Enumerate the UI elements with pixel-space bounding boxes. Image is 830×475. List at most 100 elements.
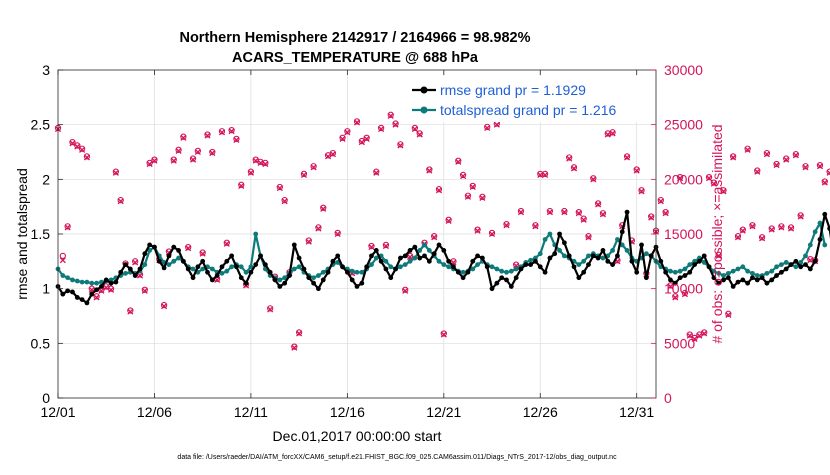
rmse-point [132, 273, 138, 278]
totalspread-point [783, 260, 789, 265]
obs-possible-point [112, 168, 120, 175]
rmse-point [451, 264, 456, 270]
obs-assimilated-point [546, 209, 553, 216]
obs-assimilated-point [204, 132, 211, 139]
totalspread-point [398, 264, 403, 270]
y-tick-label-right: 0 [664, 390, 672, 406]
rmse-point [561, 240, 567, 246]
obs-assimilated-point [83, 154, 90, 161]
x-tick-label: 12/01 [40, 404, 75, 420]
rmse-point [272, 277, 278, 283]
rmse-point [754, 277, 760, 283]
rmse-point [764, 280, 770, 286]
obs-possible-point [382, 241, 390, 249]
totalspread-point [745, 268, 751, 274]
rmse-point [682, 273, 688, 278]
rmse-point [600, 248, 606, 253]
x-tick-label: 12/21 [426, 404, 461, 420]
rmse-point [152, 244, 157, 250]
rmse-point [200, 258, 206, 264]
rmse-point [504, 277, 509, 283]
rmse-point [697, 258, 702, 264]
rmse-point [316, 286, 321, 292]
totalspread-point [677, 268, 683, 274]
rmse-point [205, 269, 210, 275]
obs-assimilated-point [802, 164, 809, 171]
rmse-point [84, 300, 90, 306]
obs-assimilated-point [329, 151, 336, 158]
totalspread-point [494, 266, 500, 272]
obs-possible-point [305, 237, 312, 244]
obs-possible-point [160, 301, 168, 309]
obs-assimilated-point [151, 157, 158, 164]
rmse-point [253, 262, 259, 268]
rmse-point [759, 275, 765, 281]
rmse-point [147, 242, 153, 248]
obs-assimilated-point [672, 294, 679, 301]
y-axis-label-left: rmse and totalspread [14, 168, 30, 300]
obs-possible-point [599, 210, 607, 217]
obs-possible-point [585, 233, 592, 240]
obs-possible-point [517, 207, 525, 215]
totalspread-point [412, 255, 418, 261]
rmse-point [142, 251, 148, 257]
rmse-point [552, 251, 558, 257]
rmse-point [711, 275, 717, 281]
obs-assimilated-point [715, 252, 722, 259]
obs-possible-point [363, 134, 370, 141]
totalspread-point [369, 262, 374, 268]
totalspread-point [730, 268, 736, 274]
obs-possible-point [59, 252, 66, 260]
obs-possible-point [291, 343, 298, 350]
totalspread-point [475, 262, 480, 268]
rmse-point [190, 275, 196, 281]
totalspread-point [750, 270, 755, 276]
obs-assimilated-point [474, 227, 481, 234]
totalspread-point [822, 242, 828, 248]
totalspread-point [84, 279, 90, 285]
obs-assimilated-point [638, 188, 645, 195]
totalspread-point [166, 262, 172, 268]
obs-possible-point [638, 187, 645, 194]
rmse-point [407, 248, 413, 253]
totalspread-point [354, 269, 360, 275]
totalspread-point [668, 268, 673, 274]
obs-assimilated-point [624, 154, 631, 161]
obs-possible-point [440, 330, 447, 337]
totalspread-point [778, 262, 784, 268]
rmse-point [479, 255, 485, 261]
obs-assimilated-point [74, 143, 81, 150]
obs-assimilated-point [648, 214, 655, 221]
totalspread-point [803, 253, 808, 259]
obs-possible-point [758, 234, 766, 241]
obs-assimilated-point [79, 146, 86, 153]
obs-assimilated-point [686, 332, 693, 339]
obs-possible-point [180, 133, 187, 140]
obs-possible-point [464, 192, 472, 199]
rmse-point [311, 280, 316, 286]
obs-assimilated-point [542, 171, 549, 179]
totalspread-point [74, 278, 80, 284]
obs-possible-point [763, 149, 771, 157]
rmse-point [422, 253, 427, 259]
rmse-point [320, 277, 326, 283]
obs-assimilated-point [238, 182, 245, 189]
obs-possible-point [787, 224, 795, 231]
totalspread-point [436, 258, 442, 264]
x-tick-label: 12/11 [234, 404, 268, 420]
y-tick-label-right: 25000 [664, 117, 703, 133]
axis-ticks: 12/01 12/06 12/11 12/16 12/21 12/26 12/31 0 0.5 1… [31, 62, 704, 420]
totalspread-point [176, 255, 181, 261]
rmse-point [301, 266, 307, 272]
obs-possible-point [821, 178, 828, 185]
obs-possible-point [276, 183, 283, 191]
rmse-point [658, 258, 664, 264]
legend-spread-marker [420, 106, 428, 114]
obs-assimilated-point [353, 119, 361, 126]
totalspread-point [209, 266, 215, 272]
totalspread-point [142, 262, 148, 268]
totalspread-point [798, 260, 804, 265]
rmse-point [716, 280, 722, 286]
